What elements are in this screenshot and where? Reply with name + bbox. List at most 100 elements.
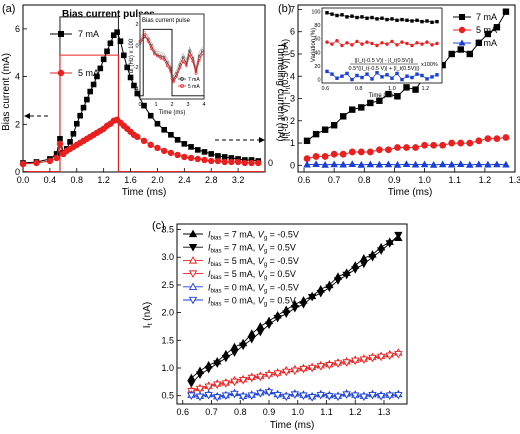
panel-c-point-series-0: [359, 254, 369, 262]
panel-b-x-tick-label: 0.7: [328, 175, 341, 185]
panel-c-x-tick-label: 1.2: [349, 407, 362, 417]
panel-a-inset-point-5ma: [152, 52, 156, 56]
svg-text:x100%: x100%: [421, 62, 438, 68]
panel-a-point-5ma: [255, 159, 262, 167]
panel-c-x-tick-label: 1.0: [291, 407, 304, 417]
panel-a-point-7ma: [154, 120, 161, 127]
panel-b-plot-area: [303, 8, 510, 168]
panel-c: (c) 0.6 0.7 0.8 0.9 1.0 1.1 1.2 1.3 0.5 1.0 1.5 2.…: [142, 220, 408, 431]
panel-c-point-series-3: [351, 357, 360, 366]
panel-c-y-ticks: 0.5 1.0 1.5 2.0 2.5 3.0 3.5: [161, 225, 181, 401]
panel-a-point-7ma: [147, 112, 154, 119]
panel-b-inset-point-7ma: [380, 16, 384, 20]
panel-a-point-5ma: [234, 158, 242, 166]
panel-c-point-series-5: [376, 393, 386, 401]
panel-b-point-7ma: [321, 126, 329, 133]
panel-b-y-axis-label: |It(-0.5 V)| - |It(0.5 V)| (nA): [280, 39, 292, 141]
panel-b-plot-frame: [297, 4, 516, 173]
panel-a-inset-point-5ma: [197, 58, 201, 62]
panel-b-y-tick-label: 3: [290, 94, 295, 104]
panel-a-inset-ticks: 0 1 2 3 4 -4 -2 0 2: [134, 22, 206, 108]
panel-a-point-7ma: [215, 153, 221, 159]
panel-c-point-series-3: [221, 380, 231, 388]
panel-b-point-7ma: [385, 90, 392, 98]
panel-b-point-0ma: [402, 160, 411, 168]
panel-a-point-7ma: [114, 29, 120, 35]
panel-a-inset-x-tick-label: 4: [202, 102, 205, 108]
panel-a-point-7ma: [104, 48, 110, 55]
panel-c-y-tick-label: 0.5: [161, 391, 174, 401]
panel-b-inset-point-7ma: [335, 13, 339, 18]
panel-c-point-series-1: [316, 290, 325, 298]
panel-c-legend-item-5: Ibias = 0 mA, Vg = 0.5V: [183, 296, 296, 308]
panel-b-point-7ma: [403, 84, 410, 91]
panel-a-y-tick-label: 0: [15, 167, 20, 177]
panel-a-legend-item-5ma: 5 mA: [50, 68, 99, 78]
panel-a-point-5ma: [174, 151, 181, 159]
panel-b-point-0ma: [366, 160, 375, 168]
panel-b-x-tick-label: 1.1: [448, 175, 461, 185]
panel-c-point-series-1: [290, 305, 300, 313]
panel-b-point-7ma: [466, 50, 473, 58]
panel-a-inset-title: Bias current pulse: [142, 18, 191, 24]
panel-a-inset-point-5ma: [188, 53, 192, 57]
panel-a-y2-tick-label: 0: [268, 158, 273, 168]
panel-b-y-tick-label: 5: [290, 49, 295, 59]
panel-b-inset-point-5ma: [370, 41, 374, 46]
panel-b-y-tick-label: 0: [290, 160, 295, 170]
panel-b-point-5ma: [330, 150, 338, 158]
panel-b-point-7ma: [493, 24, 501, 31]
panel-b-point-7ma: [448, 50, 455, 58]
panel-a-point-7ma: [73, 120, 80, 127]
panel-a-point-5ma: [241, 159, 249, 167]
panel-c-legend-item-3: Ibias = 5 mA, Vg = 0.5V: [183, 269, 296, 281]
panel-b-inset-point-5ma: [395, 43, 399, 47]
panel-b-point-5ma: [321, 153, 329, 160]
panel-b-point-5ma: [448, 139, 456, 147]
panel-a-inset-point-7ma: [181, 55, 185, 59]
panel-c-point-series-5: [282, 393, 291, 402]
panel-c-x-tick-label: 1.3: [378, 407, 391, 417]
panel-c-point-series-3: [316, 363, 325, 371]
panel-b-x-tick-label: 1.0: [418, 175, 431, 185]
panel-a-inset-point-5ma: [194, 71, 198, 75]
panel-a-inset-point-5ma: [138, 39, 142, 43]
panel-c-legend-item-2: Ibias = 5 mA, Vg = -0.5V: [183, 256, 299, 268]
panel-b-x-tick-label: 0.8: [358, 175, 371, 185]
panel-c-point-series-1: [273, 314, 282, 323]
panel-c-point-series-3: [359, 356, 369, 365]
panel-c-point-series-1: [213, 360, 222, 368]
panel-a-point-5ma: [181, 153, 188, 161]
panel-b-inset-point-5ma: [435, 41, 439, 46]
panel-b-inset-point-5ma: [425, 40, 429, 44]
panel-c-point-series-5: [368, 391, 377, 400]
panel-b-inset-ticks: 0.6 0.8 1.0 1.2 0 20 40 60 80 100: [311, 9, 429, 92]
panel-c-point-series-3: [299, 365, 308, 374]
panel-b-inset-point-7ma: [390, 17, 394, 21]
panel-b-point-0ma: [420, 160, 429, 168]
panel-b-inset-point-0ma: [370, 77, 374, 81]
panel-b-point-5ma: [339, 150, 347, 158]
panel-a-point-7ma: [87, 88, 94, 95]
panel-b-x-axis-label: Time (ms): [388, 187, 433, 198]
panel-b-inset-point-0ma: [390, 76, 394, 80]
panel-c-y-axis-label: It (nA): [142, 302, 154, 328]
svg-text:7 mA: 7 mA: [476, 12, 497, 22]
panel-a-point-5ma: [221, 158, 228, 166]
panel-c-legend-label: Ibias = 7 mA, Vg = 0.5V: [208, 243, 296, 255]
panel-b-inset-x-tick-label: 1.2: [422, 86, 430, 92]
panel-a-inset-point-5ma: [168, 69, 172, 73]
panel-a-point-7ma: [201, 149, 208, 155]
panel-c-point-series-1: [256, 328, 265, 337]
panel-b-point-0ma: [438, 160, 447, 168]
panel-a-inset-point-7ma: [200, 49, 204, 53]
panel-c-point-series-3: [213, 381, 222, 389]
panel-b-point-5ma: [430, 141, 438, 149]
panel-b-inset-point-0ma: [365, 72, 369, 76]
panel-c-x-tick-label: 0.9: [263, 407, 276, 417]
panel-c-legend-label: Ibias = 5 mA, Vg = -0.5V: [208, 256, 299, 268]
panel-b-point-7ma: [394, 93, 401, 100]
panel-b-inset-point-0ma: [405, 74, 409, 78]
panel-b-inset-point-5ma: [400, 40, 404, 44]
